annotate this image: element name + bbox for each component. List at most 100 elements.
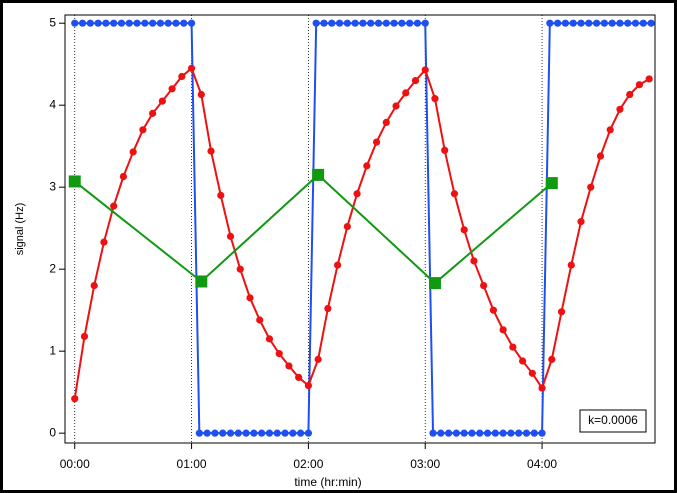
y-tick-label: 2 [49,261,56,275]
point-marker [476,429,484,437]
point-marker [645,75,653,83]
point-marker [483,429,492,437]
point-marker [596,152,605,160]
x-tick-label: 01:00 [177,457,207,471]
y-tick-label: 0 [49,425,56,439]
point-marker [538,429,546,437]
point-marker [110,19,118,27]
point-marker [172,19,180,27]
annotation: k=0.0006 [588,413,638,427]
point-marker [359,19,367,27]
point-marker [71,19,79,27]
point-marker [320,19,328,27]
point-marker [631,19,640,27]
point-marker [226,232,235,240]
point-marker [351,19,359,27]
point-marker [335,19,344,27]
point-marker [499,326,507,334]
point-marker [78,19,87,27]
point-marker [343,19,351,27]
point-marker [195,429,203,437]
point-marker [100,238,108,246]
point-marker [545,177,558,190]
point-marker [86,19,94,27]
point-marker [203,429,211,437]
point-marker [187,19,196,27]
point-marker [187,64,196,72]
point-marker [289,429,297,437]
point-marker [90,281,98,290]
point-marker [234,429,242,437]
point-marker [285,362,293,370]
point-marker [236,265,244,273]
point-marker [250,429,258,437]
point-marker [94,19,102,27]
x-tick-label: 03:00 [410,457,440,471]
point-marker [382,118,390,127]
point-marker [211,429,219,437]
point-marker [273,429,281,437]
x-tick-label: 02:00 [293,457,323,471]
point-marker [133,19,141,27]
point-marker [530,429,538,437]
point-marker [226,429,235,437]
y-tick-label: 3 [49,179,56,193]
point-marker [374,19,383,27]
point-marker [71,395,79,403]
point-marker [304,382,312,390]
point-marker [149,19,157,27]
point-marker [246,294,254,302]
plot-area [64,14,656,444]
point-marker [207,147,215,155]
point-marker [117,19,126,27]
point-marker [429,429,437,437]
point-marker [635,81,644,89]
point-marker [450,190,459,198]
point-marker [608,19,616,27]
point-marker [507,429,515,437]
point-marker [281,429,289,437]
point-marker [437,429,445,437]
point-marker [217,191,225,199]
point-marker [328,19,336,27]
point-marker [444,429,453,437]
point-marker [577,218,585,226]
point-marker [406,19,414,27]
point-marker [125,19,133,27]
point-marker [577,19,585,27]
point-marker [509,343,517,351]
point-marker [129,148,137,156]
point-marker [180,19,188,27]
point-marker [421,19,429,27]
point-marker [468,429,476,437]
point-marker [102,19,110,27]
point-marker [624,19,632,27]
point-marker [158,97,166,105]
point-marker [480,281,488,290]
point-marker [452,429,460,437]
point-marker [343,222,351,231]
point-marker [470,257,478,265]
point-marker [68,175,81,188]
point-marker [382,19,390,27]
x-tick-label: 00:00 [60,457,90,471]
point-marker [528,369,536,377]
point-marker [265,335,274,343]
y-tick-label: 5 [49,15,56,29]
point-marker [275,350,283,358]
point-marker [538,384,546,392]
point-marker [569,19,577,27]
y-tick-label: 4 [49,97,56,111]
point-marker [411,76,420,85]
point-marker [367,19,375,27]
point-marker [499,429,507,437]
point-marker [334,261,342,269]
point-marker [626,90,634,99]
point-marker [561,19,570,27]
point-marker [297,429,305,437]
point-marker [168,85,176,93]
point-marker [554,19,562,27]
point-marker [548,355,556,363]
